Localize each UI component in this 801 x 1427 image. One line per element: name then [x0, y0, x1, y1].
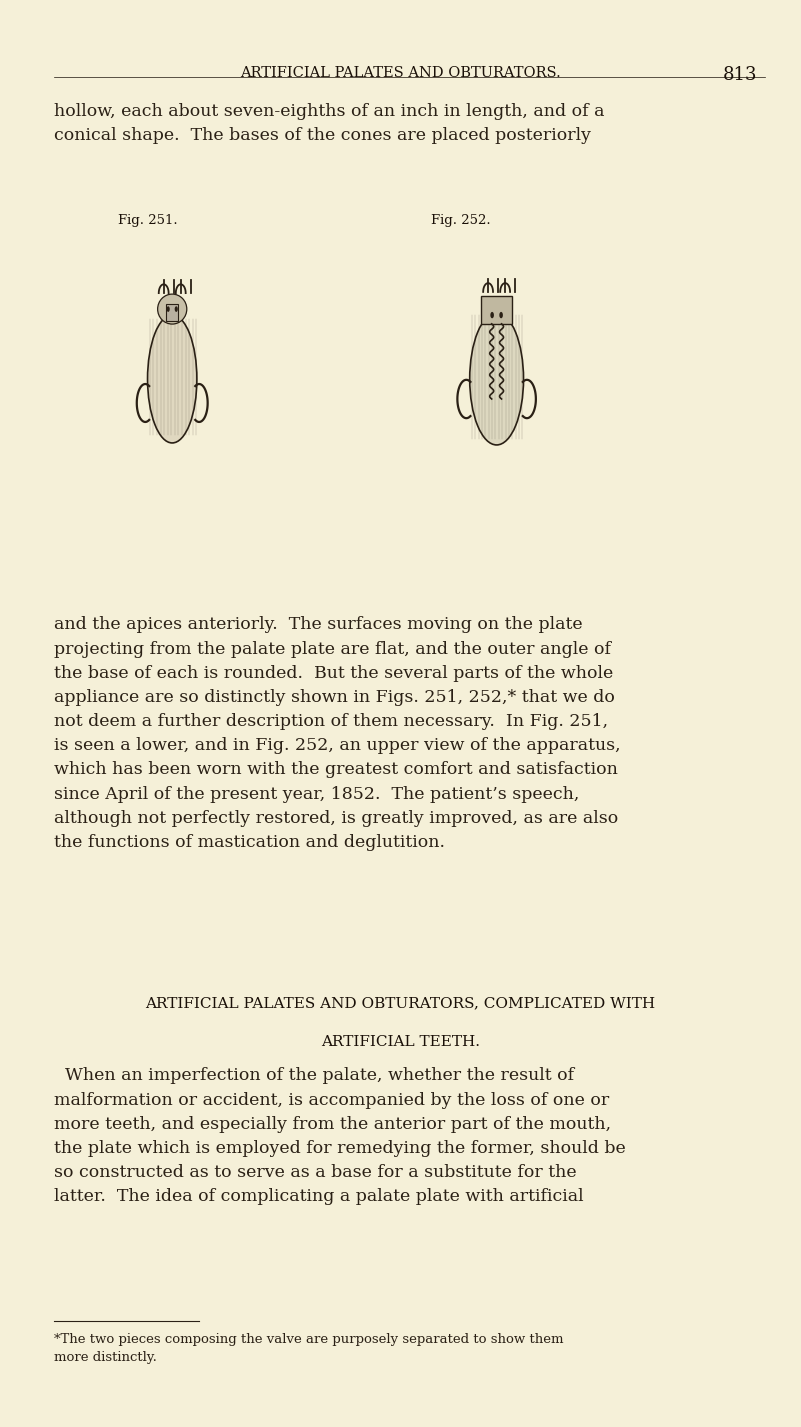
Text: hollow, each about seven-eighths of an inch in length, and of a
conical shape.  : hollow, each about seven-eighths of an i… — [54, 103, 605, 144]
Text: *The two pieces composing the valve are purposely separated to show them
more di: *The two pieces composing the valve are … — [54, 1333, 564, 1364]
FancyBboxPatch shape — [166, 304, 179, 321]
Circle shape — [175, 307, 178, 313]
Text: and the apices anteriorly.  The surfaces moving on the plate
projecting from the: and the apices anteriorly. The surfaces … — [54, 616, 621, 850]
Text: When an imperfection of the palate, whether the result of
malformation or accide: When an imperfection of the palate, whet… — [54, 1067, 626, 1206]
Text: 813: 813 — [723, 66, 757, 84]
Ellipse shape — [158, 294, 187, 324]
Ellipse shape — [469, 313, 524, 445]
Ellipse shape — [147, 315, 197, 442]
Text: Fig. 252.: Fig. 252. — [431, 214, 490, 227]
Text: ARTIFICIAL TEETH.: ARTIFICIAL TEETH. — [321, 1035, 480, 1049]
Text: ARTIFICIAL PALATES AND OBTURATORS, COMPLICATED WITH: ARTIFICIAL PALATES AND OBTURATORS, COMPL… — [146, 996, 655, 1010]
FancyBboxPatch shape — [481, 295, 513, 324]
Circle shape — [490, 313, 494, 318]
Circle shape — [499, 313, 503, 318]
Circle shape — [167, 307, 170, 313]
Text: Fig. 251.: Fig. 251. — [119, 214, 178, 227]
Text: ARTIFICIAL PALATES AND OBTURATORS.: ARTIFICIAL PALATES AND OBTURATORS. — [240, 66, 561, 80]
